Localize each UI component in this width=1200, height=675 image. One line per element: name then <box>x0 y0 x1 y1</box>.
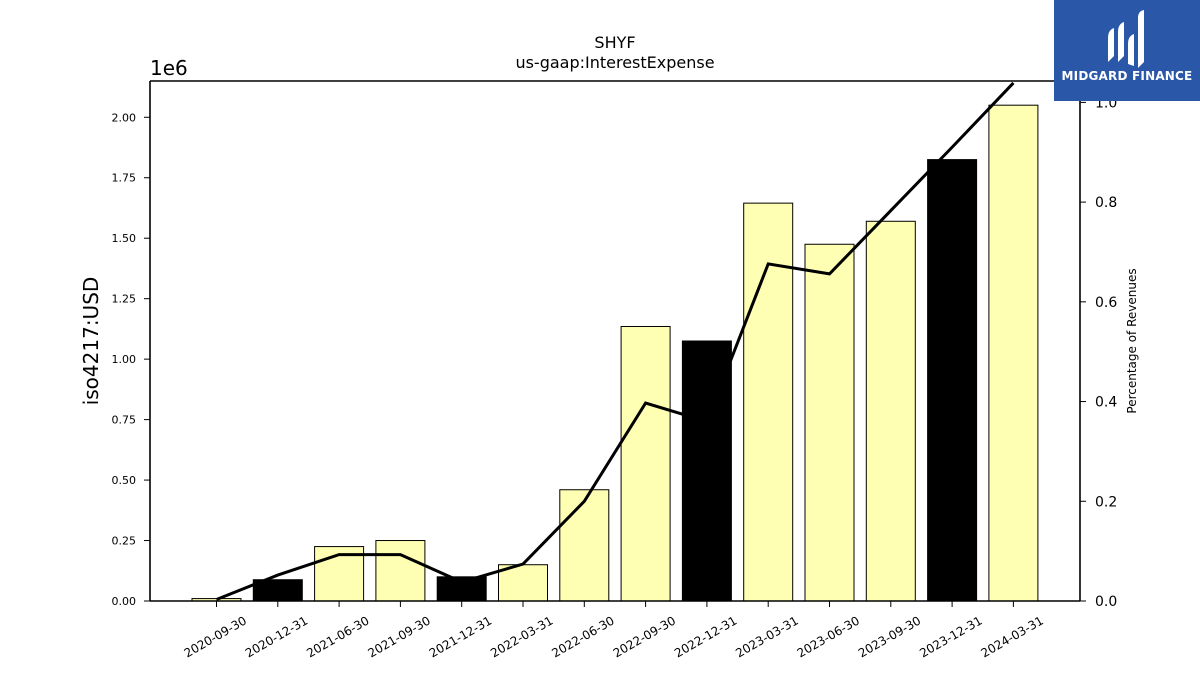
brand-logo: MIDGARD FINANCE <box>1054 0 1200 101</box>
x-tick-label: 2024-03-31 <box>978 613 1045 660</box>
x-axis-ticks: 2020-09-302020-12-312021-06-302021-09-30… <box>182 601 1046 660</box>
x-tick-label: 2020-09-30 <box>182 613 249 660</box>
x-tick-label: 2022-09-30 <box>611 613 678 660</box>
y2-axis-ticks: 0.00.20.40.60.81.0 <box>1080 95 1117 610</box>
y-tick-label: 1.25 <box>112 293 137 306</box>
x-tick-label: 2021-09-30 <box>365 613 432 660</box>
x-tick-label: 2023-12-31 <box>917 613 984 660</box>
x-tick-label: 2020-12-31 <box>243 613 310 660</box>
y-axis-label: iso4217:USD <box>79 277 103 406</box>
y-tick-label: 1.00 <box>112 353 137 366</box>
chart-subtitle: us-gaap:InterestExpense <box>515 53 714 72</box>
logo-mark-icon <box>1108 10 1144 68</box>
bar-series <box>191 104 1039 602</box>
x-tick-label: 2022-03-31 <box>488 613 555 660</box>
y-tick-label: 0.50 <box>112 474 137 487</box>
x-tick-label: 2023-09-30 <box>856 613 923 660</box>
logo-text: MIDGARD FINANCE <box>1061 69 1193 83</box>
bar <box>988 104 1039 602</box>
axes <box>149 80 1081 602</box>
y2-tick-label: 0.0 <box>1095 594 1117 610</box>
y-tick-label: 1.75 <box>112 172 137 185</box>
x-tick-label: 2022-06-30 <box>549 613 616 660</box>
y-axis-ticks: 0.00 0.25 0.50 0.75 1.00 1.25 1.50 1.75 2.00 <box>112 111 150 608</box>
y-tick-label: 0.00 <box>112 595 137 608</box>
y-tick-label: 1.50 <box>112 232 137 245</box>
y-tick-label: 2.00 <box>112 111 137 124</box>
bar <box>375 540 426 602</box>
bar <box>559 489 610 602</box>
line-path <box>215 81 1015 601</box>
y2-tick-label: 0.4 <box>1095 395 1117 411</box>
x-tick-label: 2022-12-31 <box>672 613 739 660</box>
x-tick-label: 2023-06-30 <box>795 613 862 660</box>
y-tick-label: 0.75 <box>112 414 137 427</box>
y2-axis-label: Percentage of Revenues <box>1125 268 1139 413</box>
y-tick-label: 0.25 <box>112 535 137 548</box>
line-series <box>215 81 1015 601</box>
bar <box>804 243 855 602</box>
bar <box>865 220 916 602</box>
x-tick-label: 2023-03-31 <box>733 613 800 660</box>
chart-title: SHYF <box>594 33 635 52</box>
bar <box>620 325 671 602</box>
x-tick-label: 2021-06-30 <box>304 613 371 660</box>
y2-tick-label: 0.6 <box>1095 295 1117 311</box>
x-tick-label: 2021-12-31 <box>427 613 494 660</box>
y2-tick-label: 0.2 <box>1095 494 1117 510</box>
y2-tick-label: 0.8 <box>1095 195 1117 211</box>
y-offset-label: 1e6 <box>150 56 188 80</box>
bar <box>927 159 978 602</box>
